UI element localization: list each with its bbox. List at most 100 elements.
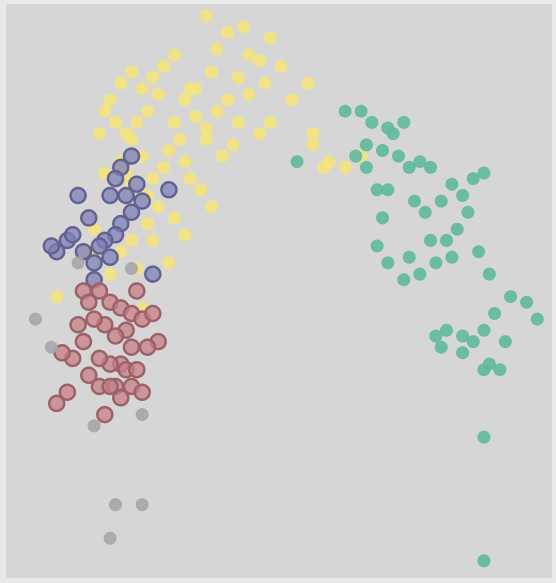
data-point [413,155,427,169]
data-point [376,211,389,225]
data-point [242,48,256,62]
data-point [80,366,98,385]
data-point [125,132,138,146]
data-point [338,104,352,118]
data-point [477,430,491,444]
data-point [199,132,213,146]
data-point [498,335,512,349]
data-point [135,82,149,96]
data-point [370,239,384,253]
data-point [85,254,103,272]
data-point [167,48,181,62]
data-point [96,405,114,424]
data-point [253,127,267,141]
data-point [135,408,149,422]
data-point [103,531,117,545]
data-point [477,323,491,337]
data-point [370,183,384,197]
data-point [434,194,448,208]
data-point [63,226,82,244]
series-0 [50,9,368,315]
data-point [28,312,42,326]
series-1 [290,104,544,568]
data-point [274,59,288,73]
data-point [477,166,491,180]
data-point [434,340,448,354]
data-point [440,323,453,337]
data-point [133,383,151,401]
data-point [221,26,235,39]
data-point [125,233,138,247]
data-point [365,115,379,129]
data-point [167,115,181,129]
data-point [80,293,98,311]
data-point [226,138,240,152]
data-point [69,186,87,205]
data-point [122,338,141,356]
data-point [103,93,117,107]
data-point [504,290,518,304]
data-point [418,205,432,219]
series-3 [47,282,167,424]
data-point [253,54,267,68]
data-point [408,194,421,208]
data-point [429,329,443,343]
data-point [359,138,373,152]
data-point [128,360,146,379]
data-point [135,498,149,512]
data-point [151,200,165,214]
data-point [189,82,203,96]
data-point [173,132,186,146]
data-point [210,42,224,56]
data-point [128,175,146,193]
data-point [71,256,85,270]
data-point [397,273,411,287]
data-point [456,346,470,360]
data-point [322,155,336,169]
data-point [472,245,486,259]
data-point [144,304,162,323]
data-point [194,183,208,197]
data-point [50,290,64,304]
data-point [290,155,304,169]
data-point [424,160,437,174]
data-point [101,377,119,396]
data-point [44,340,58,354]
data-point [477,554,491,568]
data-point [69,315,87,334]
data-point [461,205,475,219]
data-point [285,93,299,107]
data-point [183,172,197,186]
data-point [205,200,219,214]
data-point [146,233,160,247]
data-point [103,267,117,281]
data-point [47,394,66,413]
data-point [109,115,122,129]
data-point [178,93,192,107]
data-point [90,282,109,300]
data-point [242,87,256,101]
data-point [466,172,480,186]
data-point [381,256,395,270]
data-point [354,104,368,118]
data-point [106,327,125,345]
data-point [144,265,162,283]
data-point [450,222,464,236]
data-point [445,177,459,191]
data-point [231,115,245,129]
data-point [58,383,77,401]
data-point [488,307,502,320]
data-point [445,250,459,264]
data-point [392,149,405,163]
data-point [138,338,157,356]
data-point [413,267,427,281]
data-point [215,149,229,163]
data-point [231,70,245,84]
data-point [205,65,219,79]
data-point [157,160,170,174]
data-point [456,329,470,343]
data-point [530,312,544,326]
data-point [101,186,119,205]
data-point [106,169,125,188]
